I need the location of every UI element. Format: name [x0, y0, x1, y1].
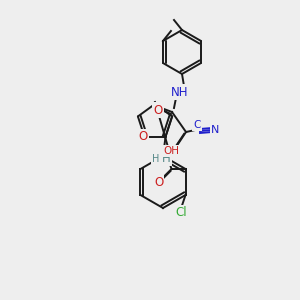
- Text: NH: NH: [171, 85, 189, 98]
- Text: H: H: [152, 154, 159, 164]
- Text: H: H: [162, 152, 170, 164]
- Text: Cl: Cl: [176, 206, 187, 220]
- Text: C: C: [193, 120, 201, 130]
- Text: O: O: [154, 176, 163, 190]
- Text: O: O: [139, 130, 148, 143]
- Text: O: O: [153, 103, 163, 116]
- Text: N: N: [211, 125, 219, 135]
- Text: OH: OH: [164, 146, 179, 156]
